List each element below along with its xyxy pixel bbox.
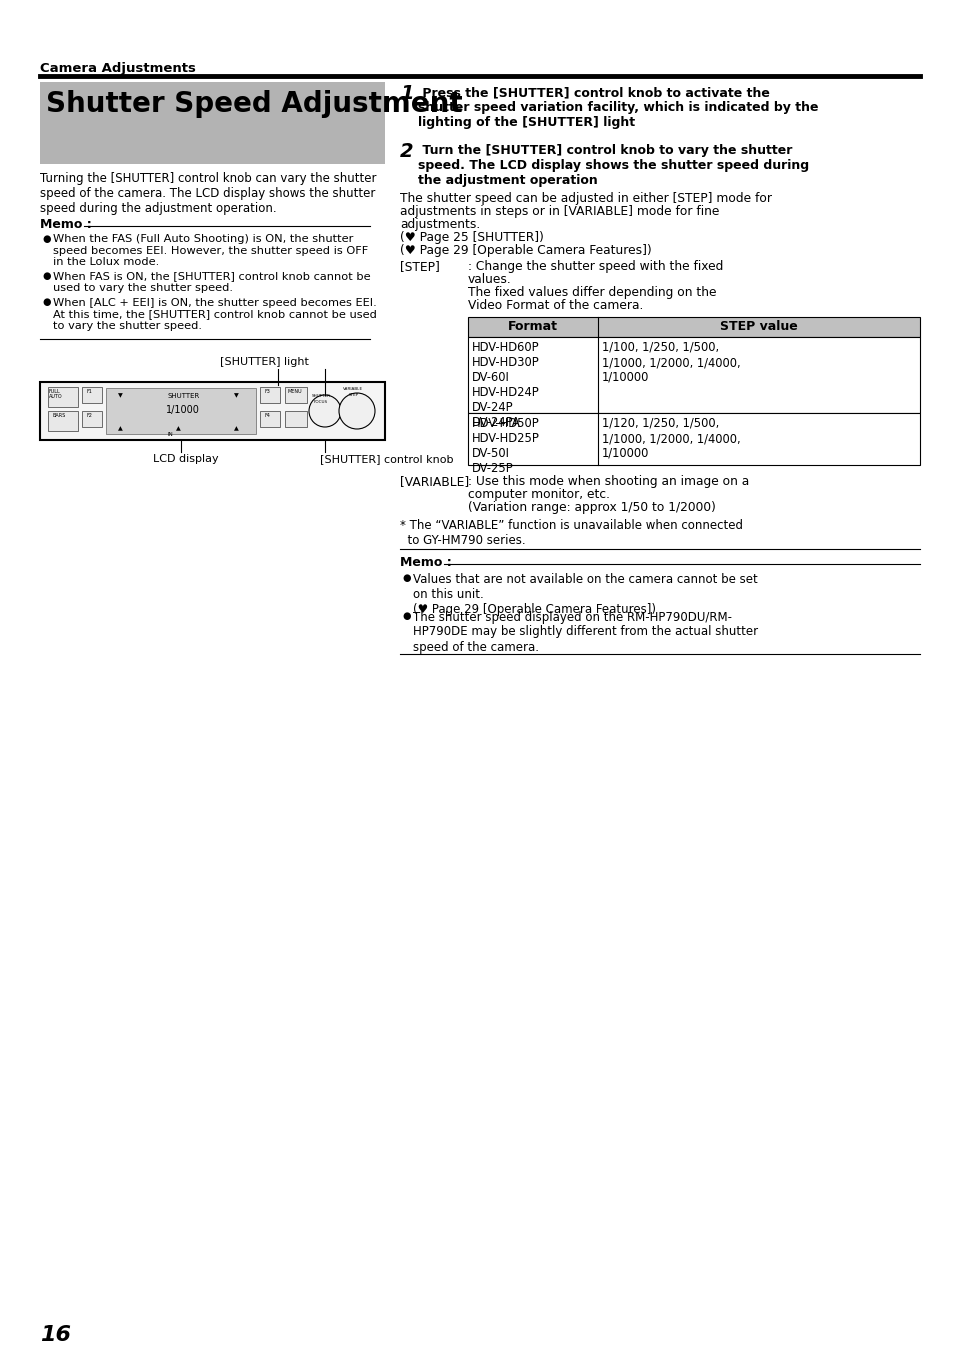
Text: ▲: ▲ (118, 426, 123, 431)
Bar (285, 386, 307, 403)
Text: ●: ● (42, 272, 51, 281)
Text: computer monitor, etc.: computer monitor, etc. (468, 488, 609, 501)
Bar (468, 336, 919, 413)
Text: STEP value: STEP value (720, 320, 797, 332)
Text: : Change the shutter speed with the fixed: : Change the shutter speed with the fixe… (468, 259, 722, 273)
Text: Format: Format (507, 320, 558, 332)
Text: [SHUTTER] control knob: [SHUTTER] control knob (319, 454, 453, 463)
Bar (106, 388, 255, 434)
Text: ▼: ▼ (233, 393, 238, 399)
Text: Memo :: Memo : (40, 218, 91, 231)
Text: adjustments.: adjustments. (399, 218, 479, 231)
Text: IN: IN (168, 432, 173, 436)
Bar (260, 411, 280, 427)
Text: values.: values. (468, 273, 511, 286)
Text: FOCUS: FOCUS (314, 400, 328, 404)
Text: ▼: ▼ (118, 393, 123, 399)
Bar (468, 317, 919, 336)
Text: ●: ● (401, 611, 410, 620)
Text: HDV-HD50P
HDV-HD25P
DV-50I
DV-25P: HDV-HD50P HDV-HD25P DV-50I DV-25P (472, 417, 539, 476)
Text: Video Format of the camera.: Video Format of the camera. (468, 299, 642, 312)
Text: The shutter speed displayed on the RM-HP790DU/RM-
HP790DE may be slightly differ: The shutter speed displayed on the RM-HP… (413, 611, 758, 654)
Text: Memo :: Memo : (399, 557, 452, 569)
Text: (♥ Page 25 [SHUTTER]): (♥ Page 25 [SHUTTER]) (399, 231, 543, 245)
Text: F3: F3 (265, 389, 271, 394)
Text: 1/1000: 1/1000 (166, 405, 200, 415)
Text: AUTO: AUTO (49, 394, 63, 399)
Text: F2: F2 (87, 413, 92, 417)
Text: adjustments in steps or in [VARIABLE] mode for fine: adjustments in steps or in [VARIABLE] mo… (399, 205, 719, 218)
Text: BARS: BARS (53, 413, 66, 417)
Text: LCD display: LCD display (152, 454, 218, 463)
Text: [VARIABLE]: [VARIABLE] (399, 476, 469, 488)
Text: ▲: ▲ (233, 426, 238, 431)
Text: * The “VARIABLE” function is unavailable when connected
  to GY-HM790 series.: * The “VARIABLE” function is unavailable… (399, 519, 742, 547)
Bar (40, 82, 385, 163)
Text: When FAS is ON, the [SHUTTER] control knob cannot be
used to vary the shutter sp: When FAS is ON, the [SHUTTER] control kn… (53, 272, 370, 293)
Circle shape (309, 394, 340, 427)
Text: 1: 1 (399, 84, 414, 103)
Text: When the FAS (Full Auto Shooting) is ON, the shutter
speed becomes EEI. However,: When the FAS (Full Auto Shooting) is ON,… (53, 234, 368, 267)
Text: ●: ● (42, 234, 51, 245)
Text: (Variation range: approx 1/50 to 1/2000): (Variation range: approx 1/50 to 1/2000) (468, 501, 715, 513)
Text: Turn the [SHUTTER] control knob to vary the shutter
speed. The LCD display shows: Turn the [SHUTTER] control knob to vary … (417, 145, 808, 186)
Bar (260, 386, 280, 403)
Text: F4: F4 (265, 413, 271, 417)
Text: HDV-HD60P
HDV-HD30P
DV-60I
HDV-HD24P
DV-24P
DV-24PA: HDV-HD60P HDV-HD30P DV-60I HDV-HD24P DV-… (472, 340, 539, 430)
Text: The shutter speed can be adjusted in either [STEP] mode for: The shutter speed can be adjusted in eit… (399, 192, 771, 205)
Text: Turning the [SHUTTER] control knob can vary the shutter
speed of the camera. The: Turning the [SHUTTER] control knob can v… (40, 172, 376, 215)
Text: [SHUTTER] light: [SHUTTER] light (220, 357, 309, 367)
Text: ●: ● (401, 573, 410, 584)
Circle shape (338, 393, 375, 430)
Bar (48, 386, 78, 407)
Text: SHUTTER: SHUTTER (168, 393, 200, 399)
Text: ●: ● (42, 297, 51, 308)
Bar (82, 411, 102, 427)
Text: [STEP]: [STEP] (399, 259, 439, 273)
Text: Shutter Speed Adjustment: Shutter Speed Adjustment (46, 91, 462, 118)
Bar (468, 413, 919, 465)
Text: Press the [SHUTTER] control knob to activate the
shutter speed variation facilit: Press the [SHUTTER] control knob to acti… (417, 86, 818, 128)
Text: ▲: ▲ (175, 426, 180, 431)
Text: FULL: FULL (49, 389, 61, 394)
Text: Camera Adjustments: Camera Adjustments (40, 62, 195, 76)
Text: 2: 2 (399, 142, 414, 161)
Bar (48, 411, 78, 431)
Text: (♥ Page 29 [Operable Camera Features]): (♥ Page 29 [Operable Camera Features]) (399, 245, 651, 257)
Text: 16: 16 (40, 1325, 71, 1346)
Text: When [ALC + EEI] is ON, the shutter speed becomes EEI.
At this time, the [SHUTTE: When [ALC + EEI] is ON, the shutter spee… (53, 297, 376, 331)
Text: F1: F1 (87, 389, 92, 394)
Text: VARIABLE: VARIABLE (343, 386, 363, 390)
Text: : Use this mode when shooting an image on a: : Use this mode when shooting an image o… (468, 476, 748, 488)
Text: 1/100, 1/250, 1/500,
1/1000, 1/2000, 1/4000,
1/10000: 1/100, 1/250, 1/500, 1/1000, 1/2000, 1/4… (601, 340, 740, 384)
Text: The fixed values differ depending on the: The fixed values differ depending on the (468, 286, 716, 299)
Text: 1/120, 1/250, 1/500,
1/1000, 1/2000, 1/4000,
1/10000: 1/120, 1/250, 1/500, 1/1000, 1/2000, 1/4… (601, 417, 740, 459)
Text: Values that are not available on the camera cannot be set
on this unit.
(♥ Page : Values that are not available on the cam… (413, 573, 757, 616)
Bar (285, 411, 307, 427)
Text: MENU: MENU (288, 389, 302, 394)
Bar (82, 386, 102, 403)
Bar (40, 382, 385, 440)
Text: STEP: STEP (349, 393, 359, 397)
Text: SHUTTER: SHUTTER (312, 394, 331, 399)
